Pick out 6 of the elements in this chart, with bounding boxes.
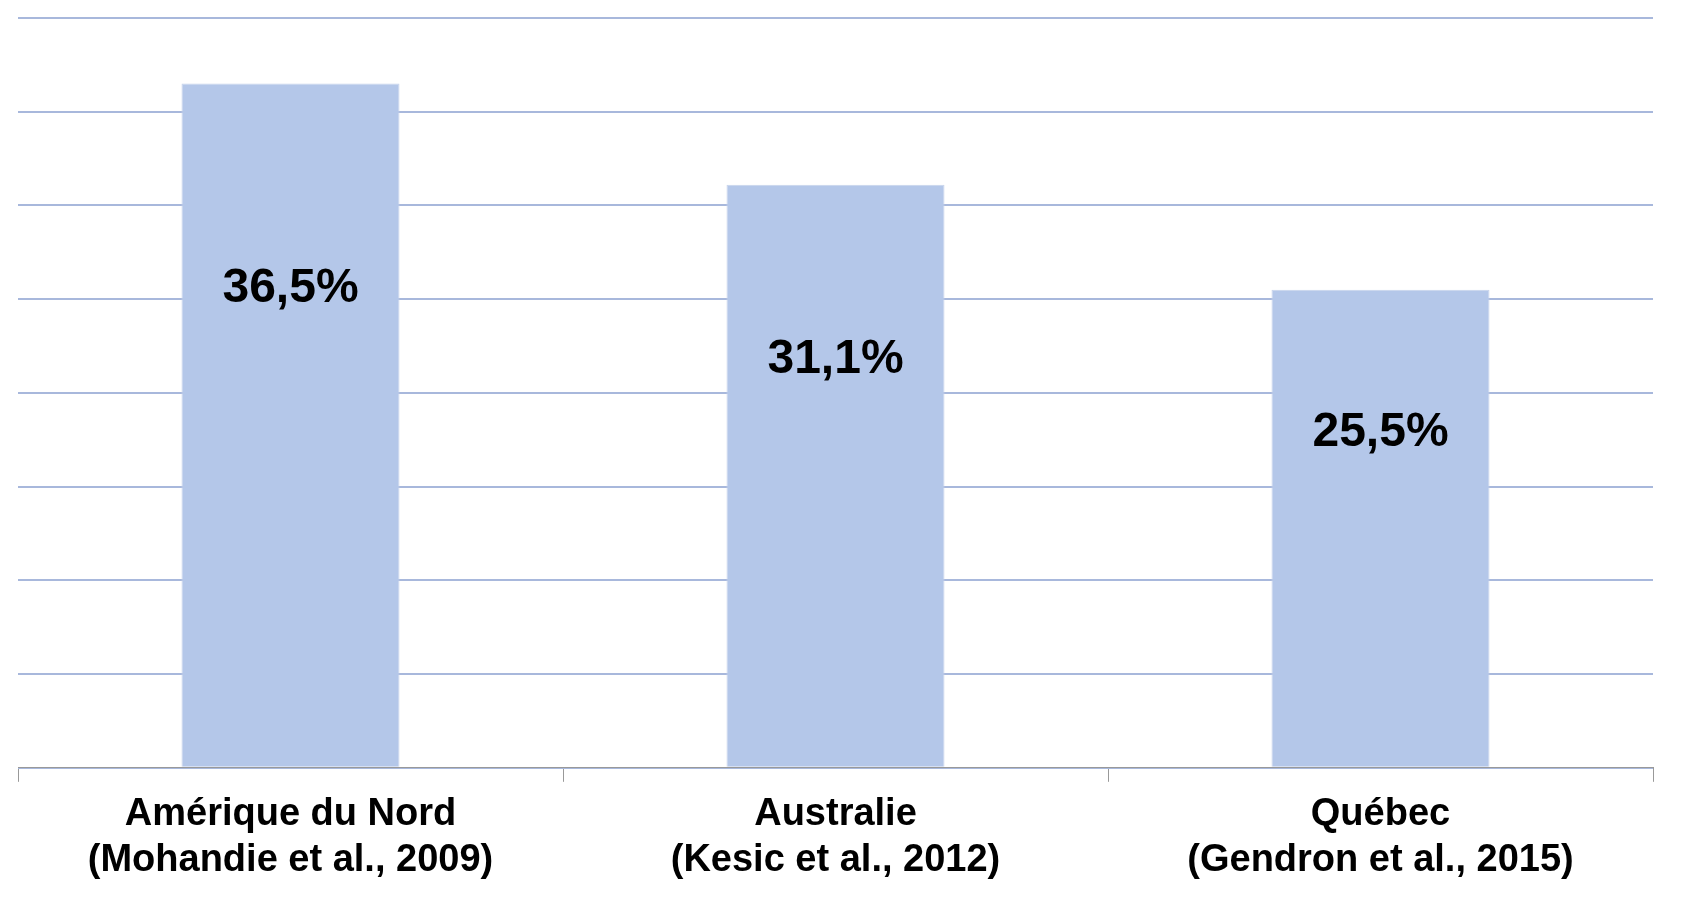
data-label: 25,5%	[1312, 403, 1449, 457]
x-tick-label: Amérique du Nord (Mohandie et al., 2009)	[87, 791, 494, 879]
x-tick-label: Québec (Gendron et al., 2015)	[1187, 791, 1574, 879]
x-tick-label: Australie (Kesic et al., 2012)	[670, 791, 1001, 879]
data-label: 31,1%	[767, 329, 904, 383]
data-label: 36,5%	[222, 258, 359, 312]
